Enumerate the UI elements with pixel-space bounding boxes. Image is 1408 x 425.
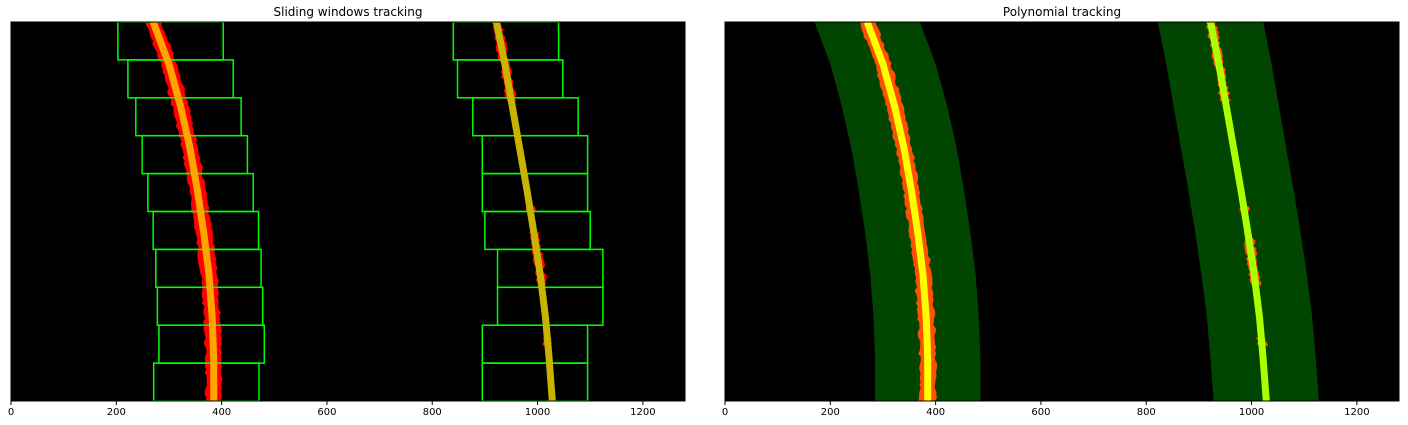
x-tick-label: 0: [722, 407, 728, 418]
x-tick-label: 1000: [525, 407, 550, 418]
plot-area: [814, 22, 1319, 401]
x-tick-label: 400: [926, 407, 945, 418]
right-search-band: [1157, 22, 1319, 401]
left-lane-pixels: [860, 22, 938, 401]
x-tick-label: 1000: [1239, 407, 1264, 418]
x-tick-label: 200: [107, 407, 126, 418]
left-fit-line: [149, 22, 218, 401]
x-tick-label: 200: [821, 407, 840, 418]
right-window: [481, 362, 589, 401]
panel-title: Sliding windows tracking: [274, 5, 423, 19]
x-tick-label: 800: [423, 407, 442, 418]
right-fit-line: [1207, 22, 1270, 401]
axes-frame: [10, 21, 686, 402]
right-fit-line: [493, 22, 556, 401]
x-tick-label: 600: [1031, 407, 1050, 418]
left-window: [152, 362, 260, 401]
x-tick-label: 0: [8, 407, 14, 418]
x-tick-label: 1200: [630, 407, 655, 418]
left-search-band: [814, 22, 981, 401]
plot-area: [117, 22, 604, 401]
panel-2: Polynomial tracking 0 200 400 600 800 1000 1200: [722, 5, 1400, 418]
panel-title: Polynomial tracking: [1003, 5, 1121, 19]
x-tick-label: 400: [212, 407, 231, 418]
panel-1: Sliding windows tracking 0 200 400 600 800 100…: [8, 5, 686, 418]
x-tick-label: 1200: [1344, 407, 1369, 418]
left-fit-line: [863, 22, 932, 401]
x-tick-label: 800: [1137, 407, 1156, 418]
axes-frame: [724, 21, 1400, 402]
x-tick-label: 600: [317, 407, 336, 418]
